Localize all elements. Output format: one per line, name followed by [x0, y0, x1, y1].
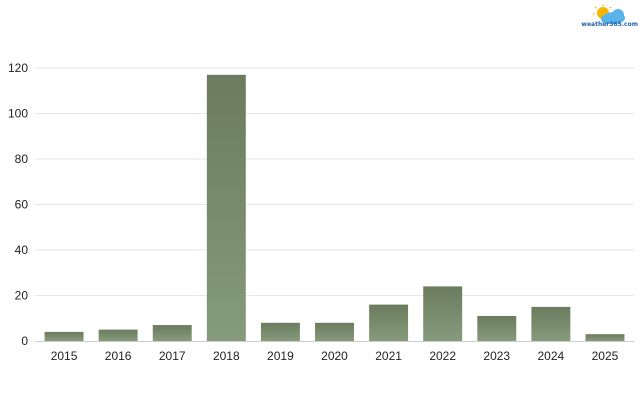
y-tick-label: 60 — [15, 198, 29, 212]
y-tick-label: 120 — [8, 61, 28, 75]
x-tick-label: 2021 — [375, 349, 402, 363]
x-tick-label: 2015 — [51, 349, 78, 363]
y-axis-ticks: 0 20 40 60 80 100 120 — [8, 61, 28, 348]
y-tick-label: 40 — [15, 243, 29, 257]
logo-text: weather365.com — [581, 21, 638, 28]
x-tick-label: 2018 — [213, 349, 240, 363]
bar-2024[interactable] — [531, 306, 571, 341]
x-tick-label: 2025 — [592, 349, 619, 363]
y-tick-label: 0 — [21, 334, 28, 348]
x-tick-label: 2016 — [105, 349, 132, 363]
y-tick-label: 100 — [8, 107, 28, 121]
bar-2021[interactable] — [369, 304, 409, 341]
x-axis-ticks: 2015 2016 2017 2018 2019 2020 2021 2022 2023 2024… — [51, 349, 619, 363]
x-tick-label: 2022 — [429, 349, 456, 363]
bar-2025[interactable] — [585, 334, 625, 341]
bar-2015[interactable] — [44, 331, 84, 341]
y-tick-label: 80 — [15, 152, 29, 166]
bar-2018[interactable] — [206, 74, 246, 341]
weather365-logo[interactable] — [588, 4, 632, 34]
sun-cloud-icon — [593, 4, 625, 24]
x-tick-label: 2019 — [267, 349, 294, 363]
x-tick-label: 2023 — [483, 349, 510, 363]
bar-2019[interactable] — [260, 322, 300, 341]
bar-2022[interactable] — [423, 286, 463, 341]
bar-2023[interactable] — [477, 315, 517, 341]
bar-2020[interactable] — [315, 322, 354, 341]
bars — [44, 74, 625, 341]
x-tick-label: 2024 — [538, 349, 565, 363]
bar-2016[interactable] — [98, 329, 138, 341]
y-tick-label: 20 — [15, 289, 29, 303]
bar-2017[interactable] — [152, 325, 192, 341]
gridlines — [35, 67, 634, 296]
x-tick-label: 2020 — [321, 349, 348, 363]
x-tick-label: 2017 — [159, 349, 186, 363]
